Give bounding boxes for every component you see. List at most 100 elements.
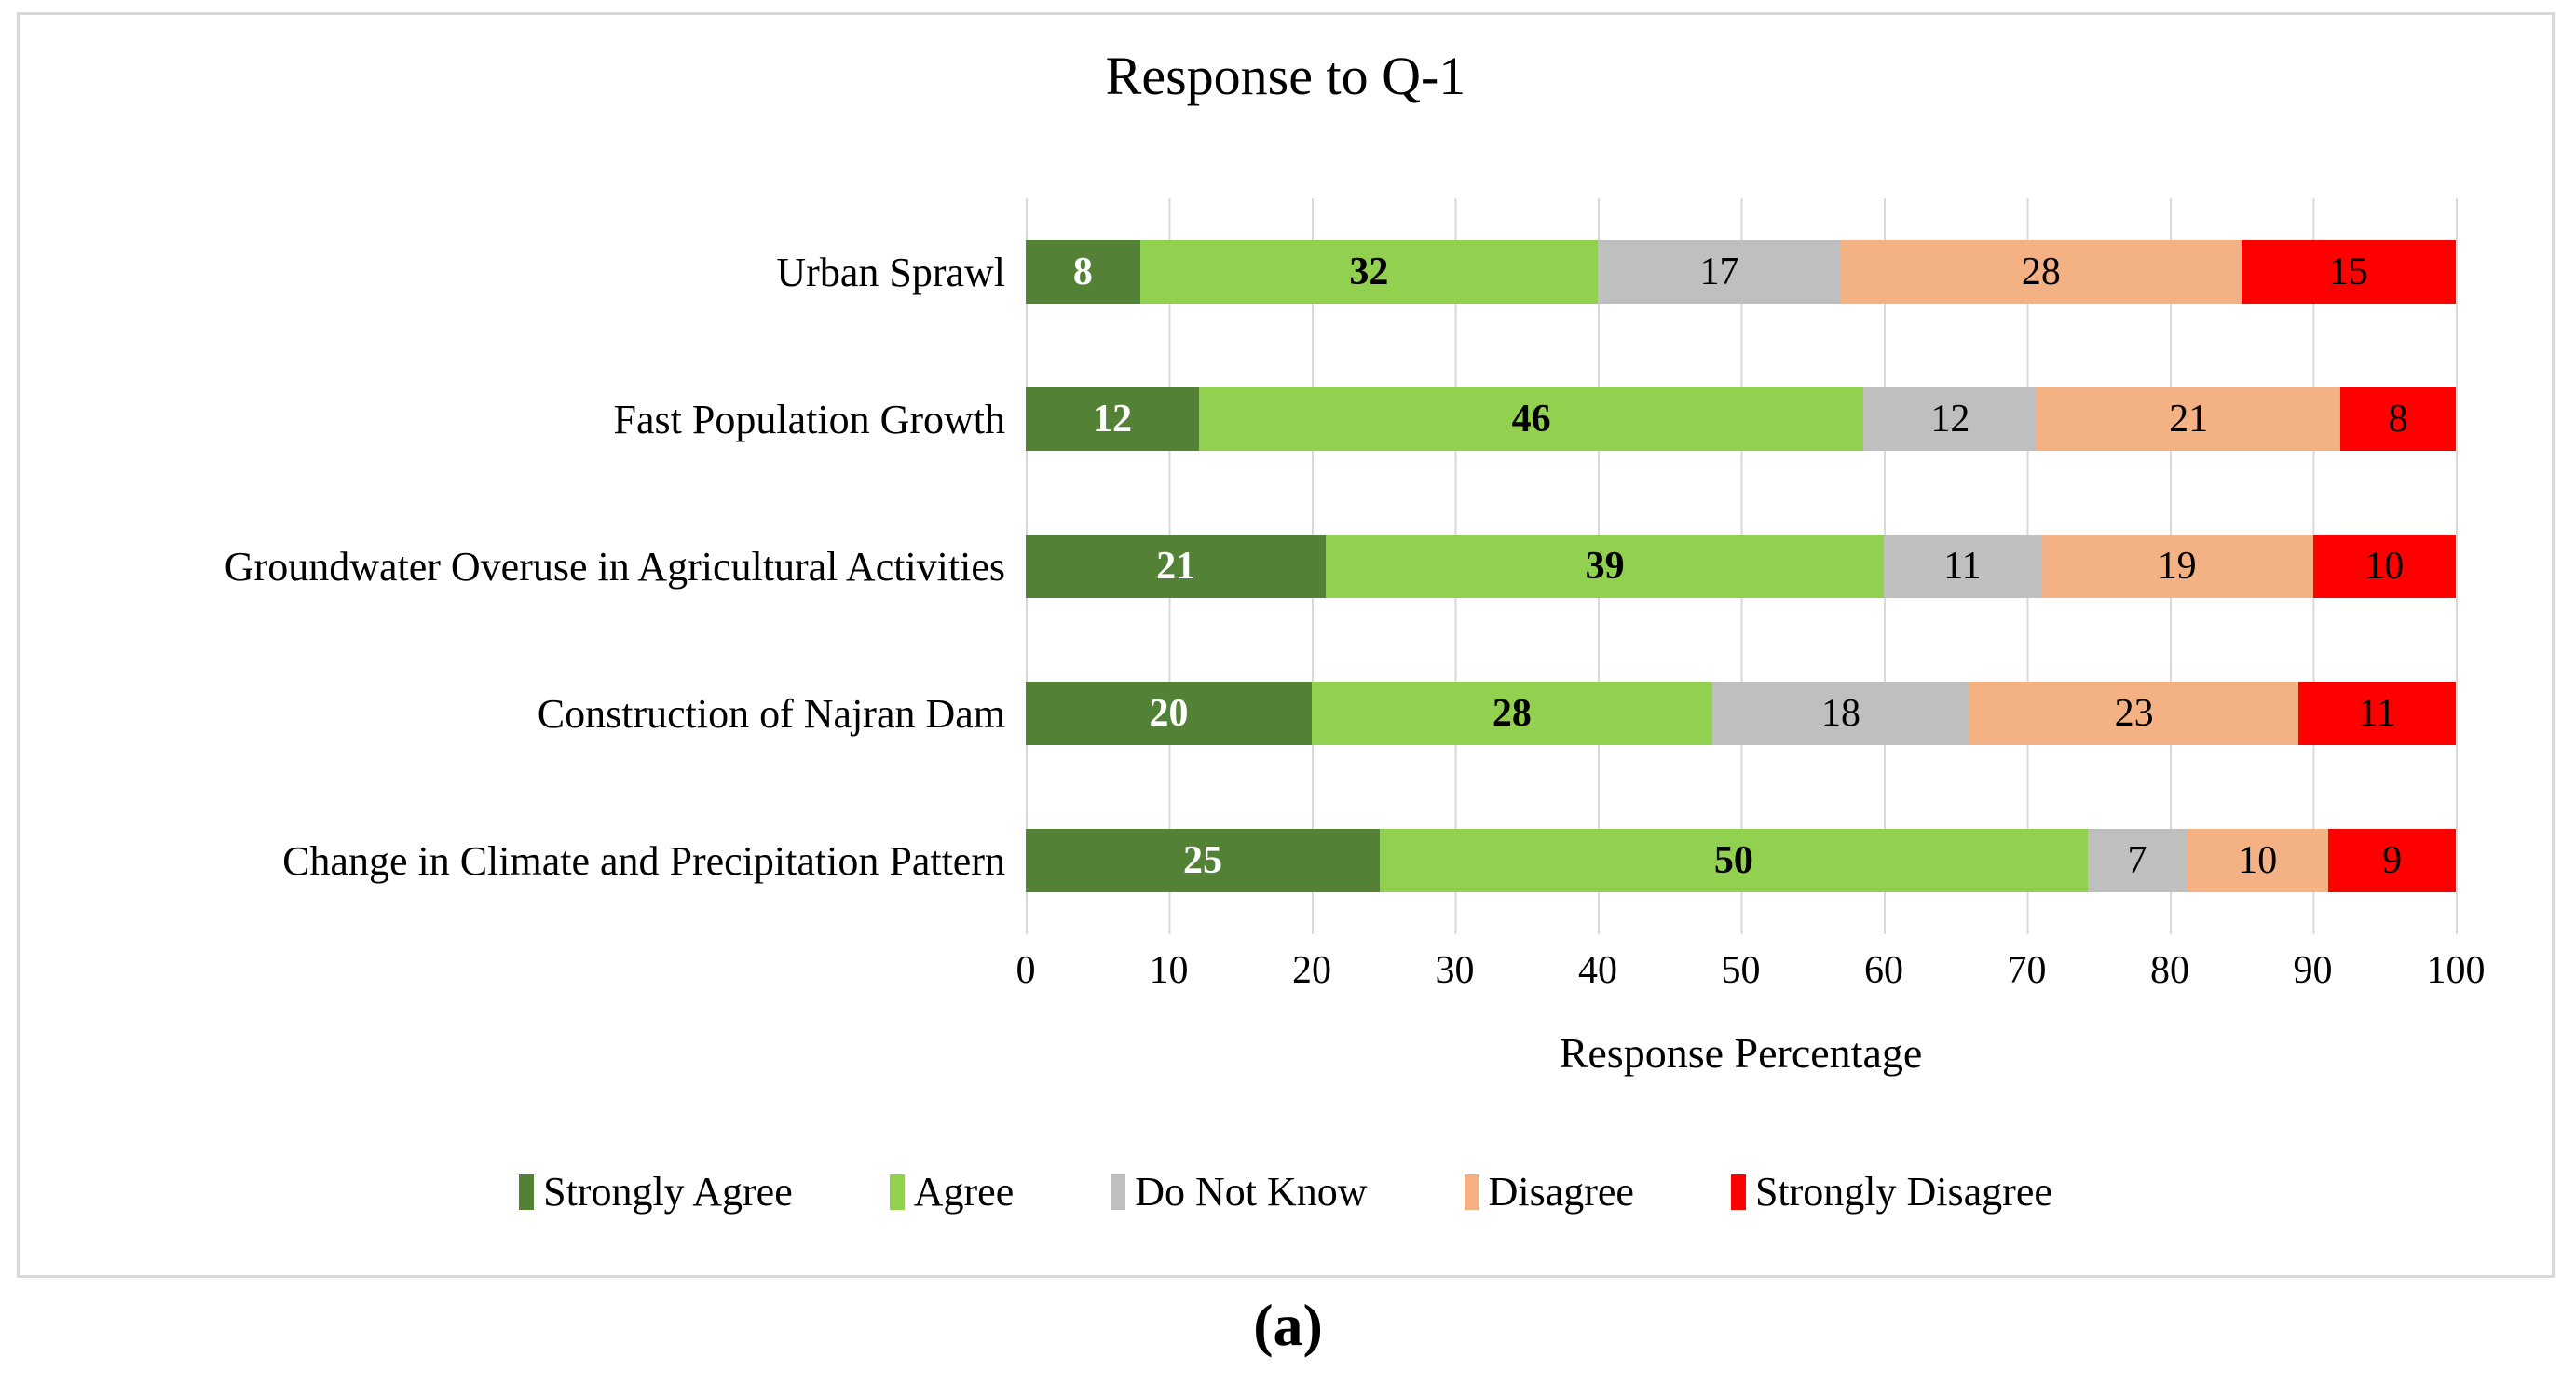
x-tick-label: 90 — [2293, 949, 2333, 992]
x-tick-label: 10 — [1149, 949, 1189, 992]
data-label: 7 — [2127, 839, 2147, 882]
x-tick-label: 30 — [1435, 949, 1475, 992]
bar-segment-strongly-agree: 8 — [1026, 240, 1140, 304]
x-tick-label: 40 — [1578, 949, 1617, 992]
category-label: Construction of Najran Dam — [537, 690, 1005, 737]
stacked-bar: 21 39 11 19 10 — [1026, 535, 2456, 598]
legend-swatch-icon — [1730, 1174, 1746, 1210]
category-label: Change in Climate and Precipitation Patt… — [282, 837, 1005, 884]
data-label: 23 — [2114, 692, 2154, 735]
bar-row: 8 32 17 28 15 — [1026, 198, 2456, 346]
plot-area: 8 32 17 28 15 12 46 12 21 8 21 39 11 19 10 20 28 18 23 11 25… — [1026, 198, 2458, 934]
data-label: 28 — [1492, 692, 1532, 735]
bar-segment-strongly-agree: 20 — [1026, 682, 1312, 745]
category-label: Groundwater Overuse in Agricultural Acti… — [224, 543, 1005, 590]
data-label: 17 — [1699, 251, 1739, 293]
x-tick-label: 50 — [1721, 949, 1761, 992]
data-label: 11 — [2358, 692, 2396, 735]
data-label: 10 — [2365, 545, 2405, 588]
data-label: 50 — [1713, 839, 1753, 882]
bar-segment-agree: 50 — [1379, 829, 2088, 892]
legend-label: Strongly Agree — [543, 1169, 793, 1215]
data-label: 20 — [1149, 692, 1189, 735]
bar-segment-agree: 32 — [1139, 240, 1598, 304]
bar-segment-do-not-know: 18 — [1711, 682, 1970, 745]
legend-label: Agree — [913, 1169, 1015, 1215]
bar-row: 20 28 18 23 11 — [1026, 640, 2456, 787]
data-label: 15 — [2328, 251, 2368, 293]
data-label: 8 — [1072, 251, 1093, 293]
bar-segment-strongly-disagree: 9 — [2328, 829, 2457, 892]
data-label: 8 — [2388, 398, 2408, 441]
legend-swatch-icon — [1111, 1174, 1126, 1210]
data-label: 39 — [1585, 545, 1625, 588]
bar-segment-do-not-know: 17 — [1598, 240, 1841, 304]
bar-segment-agree: 28 — [1312, 682, 1712, 745]
legend-swatch-icon — [519, 1174, 535, 1210]
bar-segment-disagree: 21 — [2037, 387, 2340, 451]
bar-segment-disagree: 23 — [1969, 682, 2299, 745]
data-label: 32 — [1349, 251, 1389, 293]
bar-row: 21 39 11 19 10 — [1026, 493, 2456, 640]
bar-row: 12 46 12 21 8 — [1026, 346, 2457, 493]
legend-label: Strongly Disagree — [1754, 1169, 2052, 1215]
data-label: 46 — [1511, 398, 1551, 441]
bar-segment-do-not-know: 11 — [1884, 535, 2041, 598]
bar-segment-strongly-agree: 12 — [1026, 387, 1200, 451]
bar-segment-strongly-agree: 25 — [1026, 829, 1380, 892]
data-label: 21 — [2169, 398, 2209, 441]
category-label: Urban Sprawl — [776, 249, 1005, 295]
legend-label: Do Not Know — [1135, 1169, 1368, 1215]
legend-item-strongly-disagree: Strongly Disagree — [1730, 1168, 2052, 1215]
bar-segment-disagree: 10 — [2187, 829, 2329, 892]
legend-swatch-icon — [1464, 1174, 1479, 1210]
data-label: 12 — [1093, 398, 1133, 441]
chart-plot-region: Urban Sprawl Fast Population Growth Ground… — [20, 198, 2458, 934]
figure-caption: (a) — [1253, 1292, 1323, 1358]
bar-segment-strongly-disagree: 15 — [2241, 240, 2456, 304]
category-label: Fast Population Growth — [613, 396, 1005, 442]
bar-segment-disagree: 19 — [2040, 535, 2313, 598]
stacked-bar: 8 32 17 28 15 — [1026, 240, 2456, 304]
data-label: 19 — [2157, 545, 2197, 588]
bar-segment-do-not-know: 7 — [2087, 829, 2188, 892]
data-label: 9 — [2382, 839, 2403, 882]
legend-item-disagree: Disagree — [1464, 1168, 1634, 1215]
legend: Strongly Agree Agree Do Not Know Disagree St… — [20, 1168, 2552, 1215]
bar-row: 25 50 7 10 9 — [1026, 787, 2457, 934]
data-label: 10 — [2238, 839, 2278, 882]
x-tick-label: 80 — [2150, 949, 2189, 992]
bar-segment-disagree: 28 — [1840, 240, 2242, 304]
data-label: 18 — [1820, 692, 1860, 735]
bar-segment-agree: 39 — [1326, 535, 1884, 598]
chart-figure-box: Response to Q-1 Urban Sprawl Fast Populat… — [17, 12, 2555, 1278]
x-tick-label: 70 — [2007, 949, 2047, 992]
legend-item-agree: Agree — [889, 1168, 1015, 1215]
data-label: 21 — [1156, 545, 1196, 588]
legend-item-do-not-know: Do Not Know — [1111, 1168, 1368, 1215]
bar-segment-do-not-know: 12 — [1863, 387, 2038, 451]
data-label: 28 — [2021, 251, 2061, 293]
bar-segment-strongly-disagree: 8 — [2339, 387, 2457, 451]
stacked-bar: 12 46 12 21 8 — [1026, 387, 2457, 451]
x-tick-label: 60 — [1864, 949, 1903, 992]
x-axis-ticks: 0 10 20 30 40 50 60 70 80 90 100 — [1016, 947, 2486, 999]
legend-label: Disagree — [1488, 1169, 1634, 1215]
stacked-bar: 20 28 18 23 11 — [1026, 682, 2456, 745]
stacked-bar: 25 50 7 10 9 — [1026, 829, 2457, 892]
chart-title: Response to Q-1 — [1105, 46, 1466, 106]
x-tick-label: 0 — [1015, 949, 1036, 992]
data-label: 11 — [1943, 545, 1982, 588]
bar-segment-strongly-agree: 21 — [1026, 535, 1327, 598]
legend-swatch-icon — [889, 1174, 905, 1210]
data-label: 25 — [1182, 839, 1222, 882]
bar-segment-agree: 46 — [1199, 387, 1864, 451]
category-labels: Urban Sprawl Fast Population Growth Ground… — [20, 198, 1026, 934]
x-tick-label: 20 — [1292, 949, 1331, 992]
bar-segment-strongly-disagree: 10 — [2312, 535, 2456, 598]
x-axis-title: Response Percentage — [1559, 1029, 1923, 1077]
bar-segment-strongly-disagree: 11 — [2298, 682, 2456, 745]
legend-item-strongly-agree: Strongly Agree — [519, 1168, 793, 1215]
data-label: 12 — [1930, 398, 1970, 441]
